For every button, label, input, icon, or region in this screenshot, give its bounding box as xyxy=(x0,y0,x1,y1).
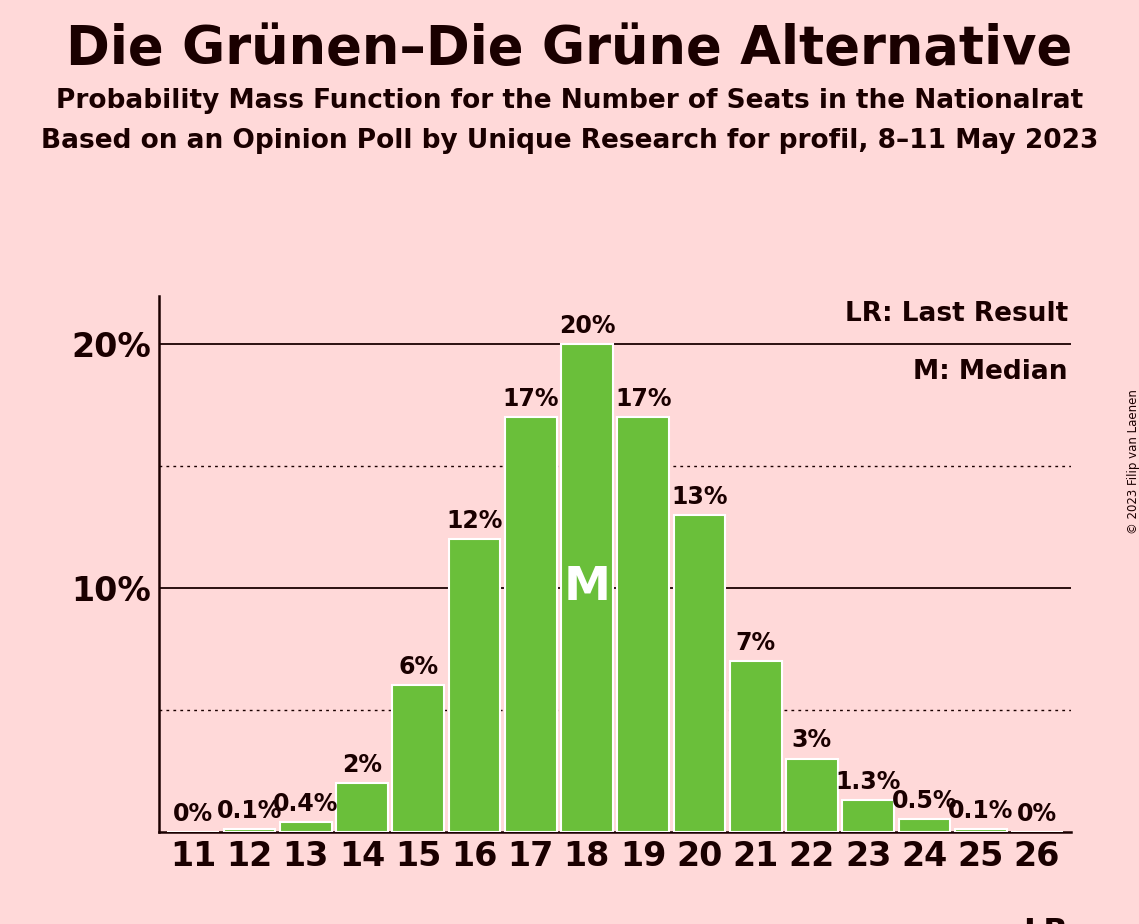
Text: 0%: 0% xyxy=(1017,801,1057,825)
Bar xyxy=(673,515,726,832)
Text: LR: LR xyxy=(1023,917,1068,924)
Bar xyxy=(449,540,500,832)
Bar xyxy=(505,418,557,832)
Bar xyxy=(786,759,838,832)
Text: 17%: 17% xyxy=(615,387,671,411)
Bar xyxy=(336,783,387,832)
Text: Die Grünen–Die Grüne Alternative: Die Grünen–Die Grüne Alternative xyxy=(66,23,1073,75)
Bar xyxy=(843,800,894,832)
Text: 0.4%: 0.4% xyxy=(273,792,338,816)
Text: 2%: 2% xyxy=(342,753,382,777)
Text: 0%: 0% xyxy=(173,801,213,825)
Text: 13%: 13% xyxy=(671,485,728,509)
Bar xyxy=(617,418,669,832)
Text: 3%: 3% xyxy=(792,728,831,752)
Text: 12%: 12% xyxy=(446,509,502,533)
Bar xyxy=(223,829,276,832)
Text: 0.5%: 0.5% xyxy=(892,789,957,813)
Text: 6%: 6% xyxy=(399,655,439,679)
Text: M: Median: M: Median xyxy=(913,359,1068,385)
Text: LR: Last Result: LR: Last Result xyxy=(845,300,1068,326)
Text: © 2023 Filip van Laenen: © 2023 Filip van Laenen xyxy=(1126,390,1139,534)
Bar xyxy=(954,829,1007,832)
Bar xyxy=(392,686,444,832)
Text: 0.1%: 0.1% xyxy=(216,799,282,823)
Text: 20%: 20% xyxy=(559,314,615,338)
Text: M: M xyxy=(564,565,611,611)
Text: 1.3%: 1.3% xyxy=(836,770,901,794)
Text: 0.1%: 0.1% xyxy=(948,799,1014,823)
Bar xyxy=(562,345,613,832)
Text: 7%: 7% xyxy=(736,631,776,655)
Text: Probability Mass Function for the Number of Seats in the Nationalrat: Probability Mass Function for the Number… xyxy=(56,88,1083,114)
Text: Based on an Opinion Poll by Unique Research for profil, 8–11 May 2023: Based on an Opinion Poll by Unique Resea… xyxy=(41,128,1098,153)
Bar xyxy=(899,820,950,832)
Text: 17%: 17% xyxy=(502,387,559,411)
Bar xyxy=(280,821,331,832)
Bar xyxy=(730,661,781,832)
